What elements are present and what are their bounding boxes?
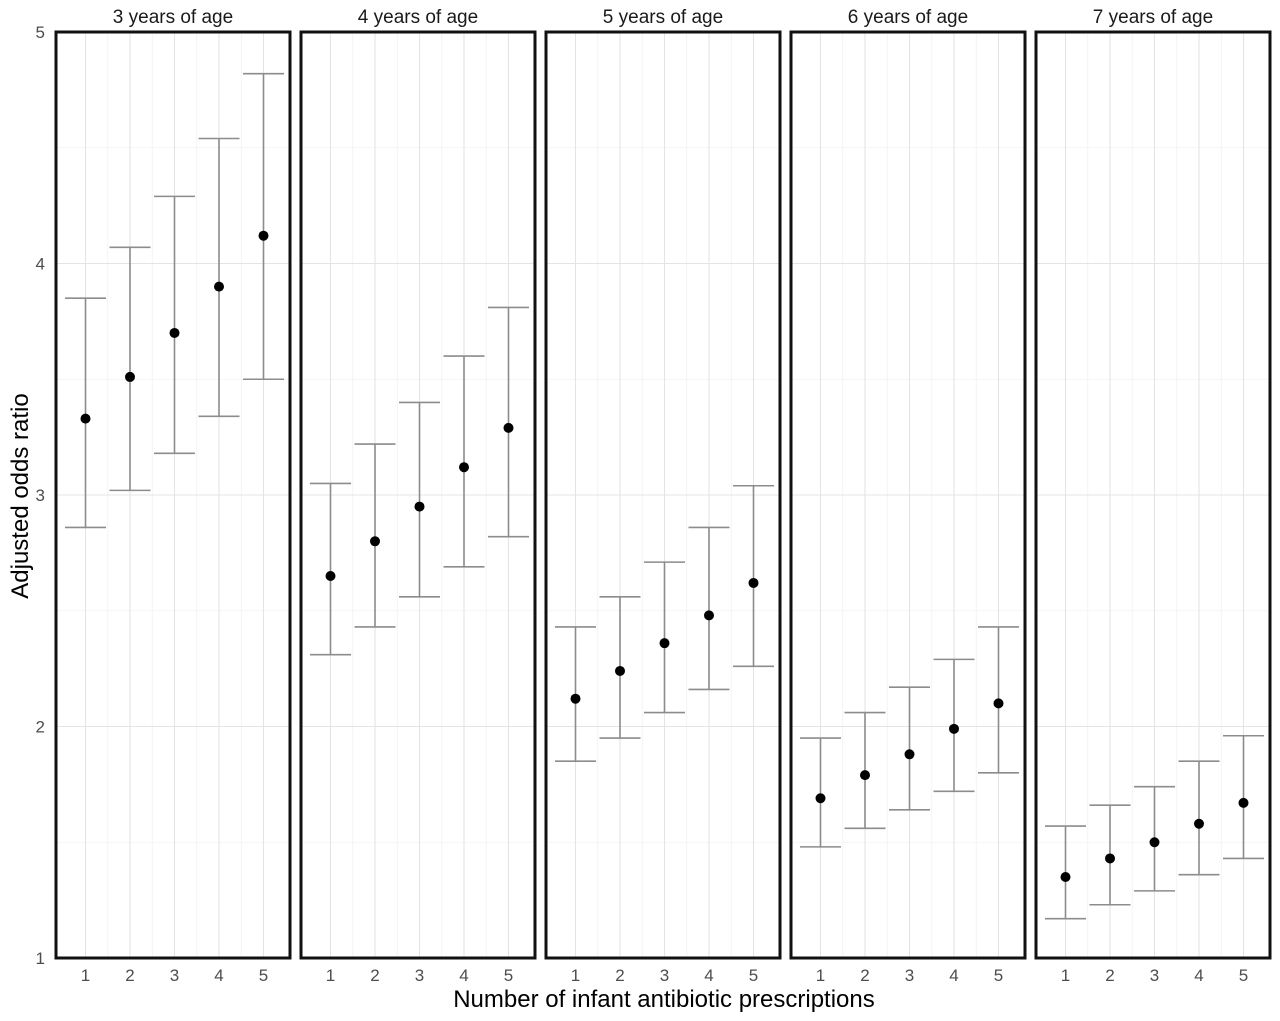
data-point [659,638,670,649]
x-tick-label: 5 [259,966,268,985]
facet-panel: 4 years of age 1 2 3 4 5 [299,7,537,985]
data-point [615,665,625,676]
error-bar [688,526,730,691]
data-point [125,371,135,382]
x-tick-label: 2 [370,966,379,985]
facet-title: 3 years of age [113,7,233,28]
error-bar [1223,734,1264,860]
data-point [80,413,91,424]
data-point [169,327,180,338]
x-tick-label: 5 [994,966,1003,985]
x-tick-label: 1 [571,966,580,985]
x-tick-label: 1 [816,966,825,985]
facet-panel: 6 years of age 1 2 3 4 5 [789,7,1027,985]
y-tick-label: 1 [36,949,45,968]
x-tick-label: 1 [81,966,90,985]
x-tick-label: 5 [1239,966,1248,985]
x-tick-label: 3 [1150,966,1159,985]
panel-border [299,30,537,960]
data-point [258,230,269,241]
y-axis-title: Adjusted odds ratio [7,393,34,598]
data-point [370,536,380,547]
error-bar [354,443,396,628]
x-tick-label: 4 [949,966,958,985]
data-point [214,281,224,292]
error-bar [733,484,774,668]
panel-border [544,30,782,960]
data-point [1238,797,1249,808]
x-tick-label: 1 [326,966,335,985]
data-point [1060,871,1071,882]
data-point [325,571,336,582]
x-axis-title: Number of infant antibiotic prescription… [453,986,875,1013]
error-bar [800,737,841,848]
x-tick-label: 4 [704,966,713,985]
x-tick-label: 3 [660,966,669,985]
facet-title: 4 years of age [358,7,478,28]
x-tick-label: 4 [214,966,223,985]
x-tick-label: 3 [170,966,179,985]
data-point [503,422,514,433]
panel-border [1034,30,1272,960]
error-bar [488,306,529,538]
x-tick-label: 3 [905,966,914,985]
data-point [1149,837,1160,848]
panel-border [789,30,1027,960]
y-tick-label: 2 [36,718,45,737]
x-tick-label: 2 [125,966,134,985]
data-point [414,501,425,512]
facet-panel: 7 years of age 1 2 3 4 5 [1034,7,1272,985]
data-point [704,610,714,621]
y-tick-label: 5 [36,23,45,42]
error-bar [198,137,240,418]
error-bar [399,401,440,598]
panel-border [54,30,292,960]
data-point [1105,853,1115,864]
data-point [748,577,759,588]
x-tick-label: 1 [1061,966,1070,985]
y-tick-label: 3 [36,486,45,505]
data-point [949,723,959,734]
facet-panel: 3 years of age 1 2 3 4 5 [54,7,292,985]
error-bar [644,561,685,714]
x-tick-label: 4 [1194,966,1203,985]
x-tick-label: 5 [504,966,513,985]
x-tick-label: 3 [415,966,424,985]
error-bar [443,355,485,568]
x-tick-label: 5 [749,966,758,985]
data-point [1194,818,1204,829]
error-bar [154,195,195,455]
y-tick-label: 4 [36,255,45,274]
error-bar [65,297,106,529]
data-point [904,749,915,760]
error-bar [243,72,284,381]
x-tick-label: 4 [459,966,468,985]
x-tick-label: 2 [860,966,869,985]
data-point [459,462,469,473]
facet-title: 5 years of age [603,7,723,28]
x-tick-label: 2 [615,966,624,985]
x-tick-label: 2 [1105,966,1114,985]
data-point [815,793,826,804]
facet-panel: 5 years of age 1 2 3 4 5 [544,7,782,985]
data-point [993,698,1004,709]
data-point [860,770,870,781]
data-point [570,693,581,704]
facet-title: 7 years of age [1093,7,1213,28]
facet-title: 6 years of age [848,7,968,28]
error-bar [1178,760,1220,876]
error-bar [889,686,930,811]
error-bar [310,482,351,656]
error-bar [109,246,151,492]
